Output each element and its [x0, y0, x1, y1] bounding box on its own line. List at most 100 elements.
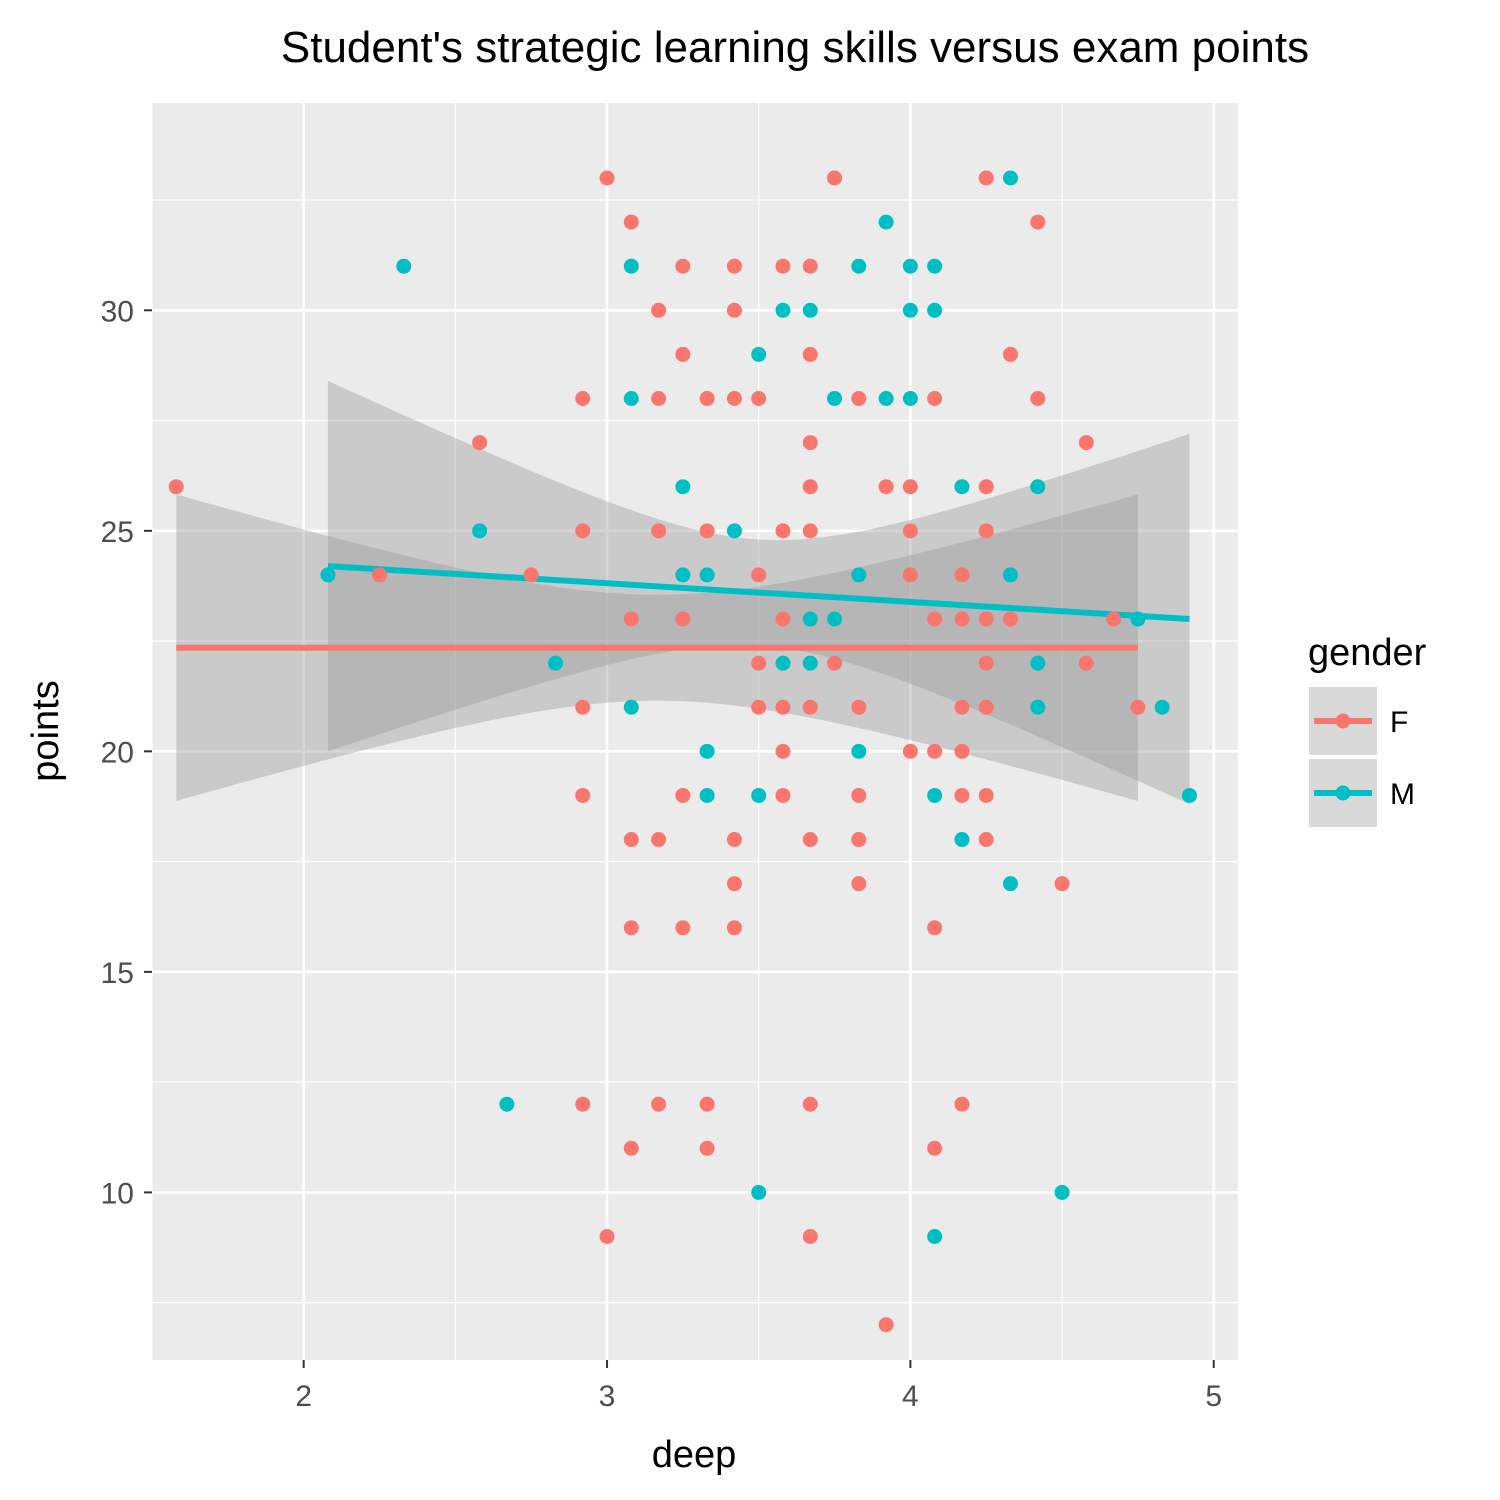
data-point-F [978, 170, 994, 186]
data-point-M [1030, 479, 1046, 495]
data-point-F [675, 611, 691, 627]
y-tick-label: 30 [101, 295, 134, 328]
data-point-M [675, 479, 691, 495]
data-point-F [954, 1096, 970, 1112]
data-point-F [675, 787, 691, 803]
data-point-M [851, 258, 867, 274]
data-point-M [827, 611, 843, 627]
data-point-F [726, 920, 742, 936]
data-point-M [751, 1184, 767, 1200]
data-point-M [675, 567, 691, 583]
data-point-F [802, 479, 818, 495]
legend: gender F M [1307, 632, 1427, 829]
x-axis: 2 3 4 5 [295, 1360, 1222, 1413]
data-point-F [1002, 346, 1018, 362]
data-point-F [623, 1140, 639, 1156]
data-point-F [651, 523, 667, 539]
data-point-M [1002, 876, 1018, 892]
data-point-F [802, 258, 818, 274]
data-point-F [927, 611, 943, 627]
data-point-F [954, 743, 970, 759]
data-point-M [927, 1229, 943, 1245]
data-point-M [1002, 567, 1018, 583]
data-point-M [902, 302, 918, 318]
data-point-F [1054, 876, 1070, 892]
y-tick-label: 20 [101, 736, 134, 769]
data-point-M [802, 302, 818, 318]
data-point-M [878, 214, 894, 230]
legend-point-F [1335, 713, 1351, 729]
data-point-M [726, 523, 742, 539]
data-point-F [675, 920, 691, 936]
data-point-F [751, 699, 767, 715]
data-point-M [623, 699, 639, 715]
data-point-F [751, 567, 767, 583]
data-point-M [927, 258, 943, 274]
data-point-F [726, 302, 742, 318]
data-point-F [954, 611, 970, 627]
data-point-F [851, 391, 867, 407]
data-point-F [699, 1140, 715, 1156]
data-point-M [927, 787, 943, 803]
x-tick-label: 5 [1205, 1380, 1222, 1413]
data-point-F [699, 1096, 715, 1112]
data-point-M [1130, 611, 1146, 627]
data-point-M [1030, 655, 1046, 671]
data-point-F [927, 743, 943, 759]
data-point-M [1054, 1184, 1070, 1200]
data-point-F [927, 391, 943, 407]
data-point-F [575, 1096, 591, 1112]
data-point-F [751, 391, 767, 407]
data-point-F [675, 346, 691, 362]
data-point-M [802, 611, 818, 627]
data-point-M [472, 523, 488, 539]
data-point-F [726, 391, 742, 407]
data-point-F [775, 699, 791, 715]
data-point-M [1002, 170, 1018, 186]
data-point-F [978, 699, 994, 715]
data-point-F [802, 523, 818, 539]
data-point-F [726, 258, 742, 274]
data-point-F [902, 523, 918, 539]
y-tick-label: 15 [101, 957, 134, 990]
y-axis: 10 15 20 25 30 [101, 295, 152, 1210]
data-point-F [851, 876, 867, 892]
data-point-F [675, 258, 691, 274]
data-point-F [978, 655, 994, 671]
chart-title: Student's strategic learning skills vers… [281, 23, 1309, 72]
data-point-F [1130, 699, 1146, 715]
data-point-F [775, 523, 791, 539]
data-points [168, 170, 1197, 1333]
data-point-M [902, 258, 918, 274]
data-point-F [802, 699, 818, 715]
data-point-F [802, 346, 818, 362]
data-point-M [699, 567, 715, 583]
data-point-F [802, 1229, 818, 1245]
data-point-M [902, 391, 918, 407]
data-point-M [827, 391, 843, 407]
data-point-M [499, 1096, 515, 1112]
data-point-F [472, 435, 488, 451]
data-point-F [599, 1229, 615, 1245]
data-point-F [651, 302, 667, 318]
trend-lines [176, 563, 1190, 651]
data-point-F [651, 832, 667, 848]
data-point-F [802, 435, 818, 451]
legend-label-M: M [1390, 778, 1415, 811]
data-point-F [927, 920, 943, 936]
data-point-M [851, 743, 867, 759]
plot-panel [152, 103, 1238, 1360]
data-point-F [954, 787, 970, 803]
data-point-F [575, 523, 591, 539]
legend-label-F: F [1390, 706, 1408, 739]
data-point-F [775, 787, 791, 803]
data-point-M [751, 787, 767, 803]
legend-title: gender [1308, 632, 1427, 674]
data-point-F [1078, 655, 1094, 671]
data-point-F [954, 567, 970, 583]
data-point-F [623, 920, 639, 936]
data-point-F [802, 832, 818, 848]
data-point-F [1030, 214, 1046, 230]
data-point-F [575, 391, 591, 407]
data-point-M [878, 391, 894, 407]
